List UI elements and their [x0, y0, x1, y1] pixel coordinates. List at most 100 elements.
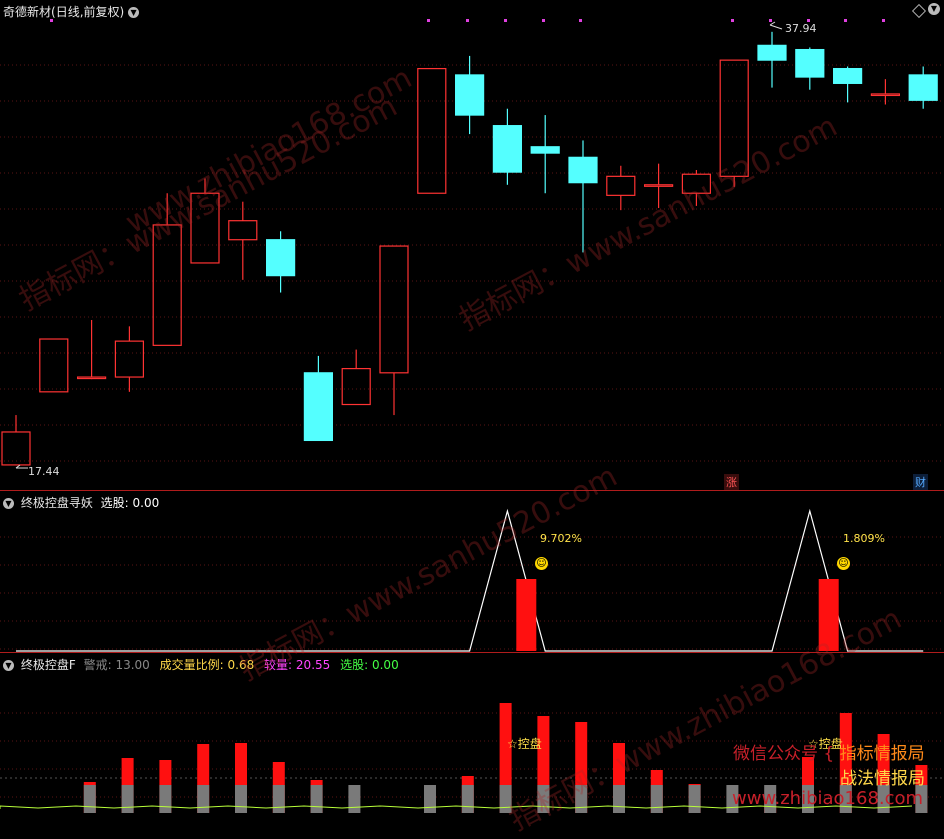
candle-up — [114, 340, 145, 378]
stock-name: 奇德新材 — [3, 5, 52, 19]
volume-bar-gray — [310, 785, 323, 813]
badge-zhang[interactable]: 涨 — [724, 474, 739, 490]
candlestick-chart[interactable] — [0, 0, 944, 490]
signal-bar — [818, 579, 839, 651]
period-label: (日线,前复权) — [51, 5, 125, 19]
pct-label-1: 9.702% — [540, 532, 582, 545]
indicator-2-header: ▼ 终极控盘F 警戒: 13.00 成交量比例: 0.68 较量: 20.55 … — [3, 656, 399, 673]
signal-dot — [542, 19, 545, 22]
volume-bar-gray — [121, 785, 134, 813]
indicator-panel-2[interactable]: ▼ 终极控盘F 警戒: 13.00 成交量比例: 0.68 较量: 20.55 … — [0, 652, 944, 817]
promo-wechat: 微信公众号 — [733, 744, 818, 764]
smiley-icon: ☺ — [535, 557, 548, 570]
candle-down — [568, 156, 598, 184]
candle-up — [1, 431, 31, 466]
signal-dot — [731, 19, 734, 22]
smiley-icon: ☺ — [837, 557, 850, 570]
signal-dot — [427, 19, 430, 22]
volume-bar-gray — [613, 785, 625, 813]
volume-bar-gray — [272, 785, 285, 813]
volume-bar-gray — [877, 785, 890, 813]
candle-down — [492, 125, 522, 173]
badge-cai[interactable]: 财 — [913, 474, 928, 490]
indicator-1-header: ▼ 终极控盘寻妖 选股: 0.00 — [3, 494, 159, 511]
signal-dot — [466, 19, 469, 22]
volume-bar-gray — [688, 785, 701, 813]
signal-dot — [769, 19, 772, 22]
volume-bar-gray — [650, 785, 663, 813]
chevron-down-icon[interactable]: ▼ — [3, 498, 14, 509]
volume-bar-gray — [802, 785, 814, 813]
candle-up — [76, 376, 107, 380]
vol-label: 较量: — [264, 658, 293, 672]
signal-dot — [807, 19, 810, 22]
indicator-1-name: 终极控盘寻妖 — [20, 496, 93, 510]
candle-up — [152, 224, 182, 346]
volume-bar-gray — [499, 785, 512, 813]
sel-label: 选股: — [340, 658, 369, 672]
signal-line — [16, 508, 924, 652]
volume-bar-gray — [83, 785, 96, 813]
promo-line-1: 微信公众号 { 指标情报局 — [733, 744, 925, 764]
price-panel[interactable]: 奇德新材(日线,前复权) ▼ ▼ 37.94 17.44 涨 财 — [0, 0, 944, 490]
indicator-1-sel-value: 0.00 — [132, 496, 160, 510]
chevron-down-icon[interactable]: ▼ — [3, 660, 14, 671]
signal-dot — [579, 19, 582, 22]
candle-up — [870, 93, 901, 97]
chevron-down-icon[interactable]: ▼ — [128, 7, 140, 18]
candle-up — [228, 220, 258, 241]
candle-up — [39, 338, 69, 393]
candle-up — [379, 245, 409, 374]
candle-up — [606, 175, 636, 196]
indicator-2-chart[interactable] — [0, 653, 944, 817]
candle-down — [757, 44, 787, 61]
candle-up — [417, 67, 447, 194]
warn-label: 警戒: — [83, 658, 112, 672]
candle-down — [455, 74, 485, 116]
signal-dot — [844, 19, 847, 22]
volume-bar-gray — [915, 785, 928, 813]
candle-up — [341, 367, 371, 406]
price-panel-header: 奇德新材(日线,前复权) ▼ — [3, 3, 142, 20]
warn-value: 13.00 — [115, 658, 150, 672]
indicator-1-chart[interactable] — [0, 491, 944, 653]
collapse-icon[interactable]: ▼ — [928, 3, 940, 15]
candle-down — [832, 67, 863, 84]
volume-bar-gray — [726, 785, 739, 813]
candle-up — [190, 192, 220, 264]
signal-dot — [882, 19, 885, 22]
candle-up — [643, 184, 674, 187]
volume-bar-gray — [197, 785, 210, 813]
volume-bar-gray — [424, 785, 436, 813]
ratio-label: 成交量比例: — [159, 658, 224, 672]
indicator-1-sel-label: 选股: — [100, 496, 129, 510]
promo-brand-1: 指标情报局 — [839, 744, 925, 764]
high-arrow — [769, 21, 783, 30]
low-arrow — [15, 464, 28, 469]
sel-value: 0.00 — [371, 658, 399, 672]
vol-value: 20.55 — [295, 658, 331, 672]
signal-bar — [516, 579, 537, 651]
candle-down — [908, 74, 938, 101]
ratio-line — [0, 805, 913, 809]
candle-down — [795, 48, 825, 78]
volume-bar-gray — [461, 785, 474, 813]
candle-down — [266, 239, 296, 277]
ratio-value: 0.68 — [227, 658, 255, 672]
kongpan-tag-1: ☆控盘 — [507, 737, 542, 751]
indicator-2-name: 终极控盘F — [20, 658, 76, 672]
pct-label-2: 1.809% — [843, 532, 885, 545]
volume-bar-gray — [575, 785, 588, 813]
candle-up — [681, 173, 712, 194]
signal-dot — [504, 19, 507, 22]
volume-bar-gray — [159, 785, 172, 813]
candle-down — [303, 372, 333, 442]
kongpan-tag-2: ☆控盘 — [808, 737, 843, 751]
volume-bar-gray — [348, 785, 361, 813]
promo-brand-2: 战法情报局 — [840, 769, 925, 789]
indicator-panel-1[interactable]: ▼ 终极控盘寻妖 选股: 0.00 9.702% 1.809% ☺ ☺ — [0, 490, 944, 653]
signal-dot — [50, 19, 53, 22]
promo-url: www.zhibiao168.com — [732, 788, 924, 809]
high-price-label: 37.94 — [785, 22, 817, 35]
low-price-label: 17.44 — [28, 465, 60, 478]
